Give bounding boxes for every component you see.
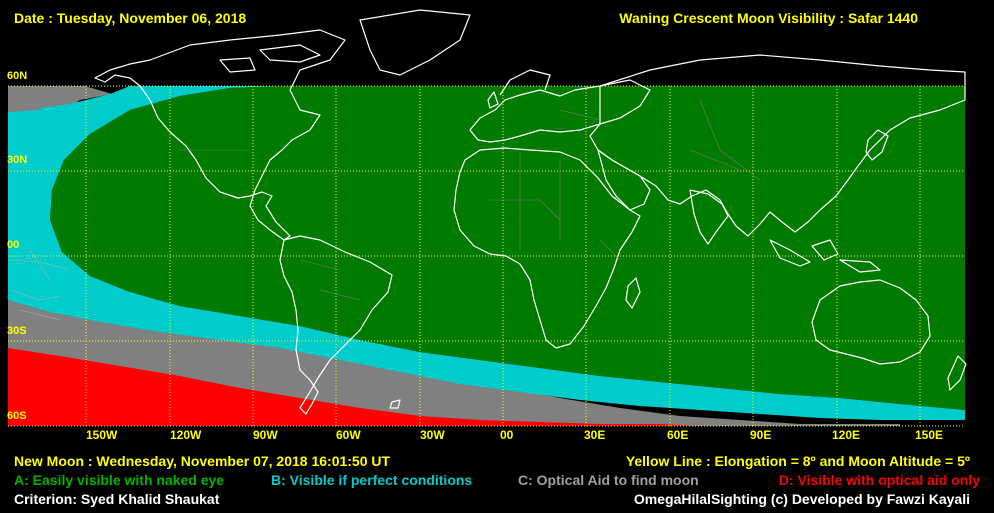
arabia-coast xyxy=(597,149,651,211)
lon-label-120w: 120W xyxy=(170,428,202,442)
country-borders xyxy=(180,99,761,301)
europe-coast xyxy=(469,79,651,143)
japan-coast xyxy=(865,129,889,161)
lon-label-60w: 60W xyxy=(336,428,361,442)
lon-label-60e: 60E xyxy=(667,428,689,442)
arctic-islands-coast xyxy=(219,44,321,73)
lon-label-150e: 150E xyxy=(915,428,944,442)
lat-label-60n: 60N xyxy=(7,70,28,82)
lon-label-150w: 150W xyxy=(86,428,118,442)
australia-coast xyxy=(811,279,931,365)
legend-c: C: Optical Aid to find moon xyxy=(518,472,699,488)
lat-label-30s: 30S xyxy=(7,325,27,337)
asia-coast xyxy=(589,54,966,237)
new-zealand-coast xyxy=(947,355,967,391)
africa-coast xyxy=(453,147,641,349)
zone-b-region xyxy=(8,86,965,420)
legend-d: D: Visible with optical aid only xyxy=(778,472,980,488)
criterion-credit: Criterion: Syed Khalid Shaukat xyxy=(14,491,220,507)
grid-lines xyxy=(8,85,965,427)
yellow-line-note: Yellow Line : Elongation = 8º and Moon A… xyxy=(625,453,970,469)
zone-d-region xyxy=(8,348,700,426)
greenland-coast xyxy=(359,9,471,76)
map-date: Date : Tuesday, November 06, 2018 xyxy=(14,10,247,26)
zone-c-top-left xyxy=(8,86,45,112)
lat-label-60s: 60S xyxy=(7,410,27,422)
lon-label-30e: 30E xyxy=(584,428,606,442)
madagascar-coast xyxy=(625,277,641,309)
coastlines xyxy=(94,9,967,415)
legend-b: B: Visible if perfect conditions xyxy=(271,472,473,488)
new-moon-time: New Moon : Wednesday, November 07, 2018 … xyxy=(14,453,391,469)
pacific-island-lines xyxy=(7,249,71,321)
lon-label-0: 00 xyxy=(500,428,514,442)
lat-label-equator: 00 xyxy=(7,239,20,251)
lon-label-90w: 90W xyxy=(253,428,278,442)
zone-a-region xyxy=(50,86,965,410)
pacific-lines xyxy=(7,249,71,321)
map-title: Waning Crescent Moon Visibility : Safar … xyxy=(619,10,918,26)
legend-a: A: Easily visible with naked eye xyxy=(14,472,225,488)
border-lines xyxy=(180,99,761,301)
south-america-coast xyxy=(279,235,393,415)
developer-credit: OmegaHilalSighting (c) Developed by Fawz… xyxy=(633,491,970,507)
indonesia-coast xyxy=(769,239,881,273)
lon-label-120e: 120E xyxy=(832,428,861,442)
lon-label-30w: 30W xyxy=(420,428,445,442)
scandinavia-coast xyxy=(487,69,551,109)
north-america-coast xyxy=(94,29,346,241)
southern-islands-coast xyxy=(389,399,401,409)
india-coast xyxy=(689,189,729,245)
lat-label-30n: 30N xyxy=(7,154,28,166)
lon-label-90e: 90E xyxy=(750,428,772,442)
